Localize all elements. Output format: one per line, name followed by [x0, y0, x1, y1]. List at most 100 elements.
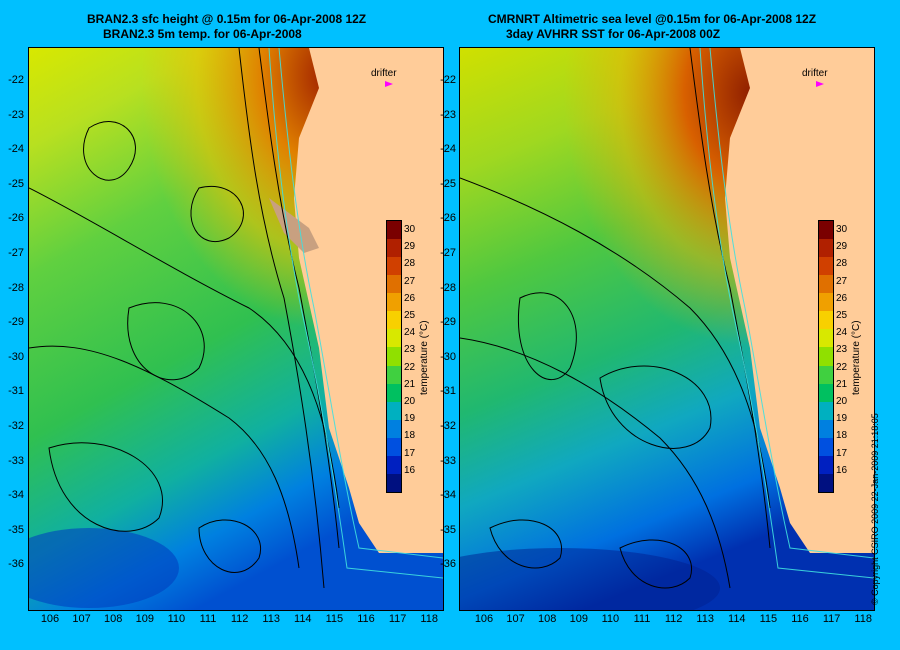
x-tick-label: 110 — [601, 613, 620, 625]
left-colorbar-label: temperature (°C) — [419, 320, 430, 395]
y-tick-label: -25 — [440, 177, 456, 190]
colorbar-tick-label: 29 — [836, 241, 848, 253]
x-tick-label: 109 — [135, 613, 154, 625]
colorbar-segment — [387, 329, 401, 348]
colorbar-segment — [819, 311, 833, 330]
colorbar-segment — [819, 437, 833, 456]
y-tick-label: -24 — [8, 143, 24, 156]
y-tick-label: -35 — [8, 523, 24, 536]
right-map-panel: drifter — [459, 47, 875, 611]
colorbar-tick-label: 16 — [836, 464, 848, 476]
x-tick-label: 106 — [474, 613, 494, 625]
x-tick-label: 118 — [854, 613, 872, 625]
y-tick-label: -36 — [8, 558, 24, 571]
colorbar-segment — [819, 257, 833, 276]
x-tick-label: 108 — [538, 613, 557, 625]
colorbar-tick-label: 26 — [404, 292, 416, 304]
y-tick-label: -33 — [440, 454, 456, 467]
colorbar-segment — [819, 401, 833, 420]
colorbar-segment — [819, 419, 833, 438]
left-title-line2: BRAN2.3 5m temp. for 06-Apr-2008 — [103, 27, 302, 41]
left-title-line1: BRAN2.3 sfc height @ 0.15m for 06-Apr-20… — [87, 12, 367, 26]
colorbar-segment — [387, 383, 401, 402]
y-tick-label: -33 — [8, 454, 24, 467]
y-tick-label: -26 — [440, 212, 456, 225]
colorbar-tick-label: 18 — [836, 430, 848, 442]
left-map-svg — [29, 48, 443, 610]
colorbar-tick-label: 19 — [836, 413, 848, 425]
y-tick-label: -22 — [440, 74, 456, 86]
colorbar-tick-label: 25 — [836, 310, 848, 321]
left-map-panel: drifter — [28, 47, 444, 611]
y-tick-label: -31 — [8, 385, 24, 398]
colorbar-segment — [387, 275, 401, 294]
y-tick-label: -28 — [8, 281, 24, 294]
colorbar-segment — [819, 455, 833, 474]
y-tick-label: -25 — [8, 177, 24, 190]
colorbar-segment — [387, 455, 401, 474]
x-tick-label: 117 — [388, 613, 407, 625]
x-tick-label: 112 — [664, 613, 683, 625]
x-tick-label: 114 — [294, 613, 312, 625]
x-tick-label: 114 — [728, 613, 746, 625]
y-tick-label: -35 — [440, 523, 456, 536]
right-map-svg — [460, 48, 874, 610]
colorbar-segment — [387, 221, 401, 240]
y-tick-label: -32 — [8, 420, 24, 432]
x-tick-label: 109 — [569, 613, 588, 625]
y-tick-label: -31 — [440, 385, 456, 398]
left-colorbar — [386, 220, 402, 493]
right-title-line2: 3day AVHRR SST for 06-Apr-2008 00Z — [506, 27, 721, 41]
colorbar-tick-label: 22 — [836, 361, 848, 373]
left-drifter-label: drifter — [371, 68, 397, 79]
y-tick-label: -29 — [440, 316, 456, 329]
colorbar-tick-label: 21 — [404, 378, 416, 390]
y-tick-label: -30 — [440, 350, 456, 363]
colorbar-tick-label: 26 — [836, 292, 848, 304]
colorbar-tick-label: 22 — [404, 361, 416, 373]
y-tick-label: -34 — [8, 489, 24, 502]
colorbar-tick-label: 20 — [836, 396, 848, 407]
colorbar-tick-label: 17 — [836, 447, 848, 459]
colorbar-tick-label: 29 — [404, 241, 416, 253]
colorbar-segment — [387, 419, 401, 438]
colorbar-tick-label: 27 — [404, 275, 416, 287]
x-tick-label: 113 — [262, 613, 280, 625]
x-tick-label: 115 — [325, 613, 344, 625]
colorbar-segment — [819, 293, 833, 312]
colorbar-tick-label: 24 — [404, 327, 416, 339]
colorbar-segment — [819, 365, 833, 384]
colorbar-segment — [819, 383, 833, 402]
colorbar-segment — [819, 347, 833, 366]
colorbar-tick-label: 24 — [836, 327, 848, 339]
colorbar-tick-label: 23 — [836, 344, 848, 356]
y-tick-label: -29 — [8, 316, 24, 329]
colorbar-tick-label: 30 — [404, 224, 416, 235]
x-tick-label: 118 — [420, 613, 438, 625]
colorbar-segment — [387, 401, 401, 420]
x-tick-label: 106 — [40, 613, 60, 625]
x-tick-label: 111 — [633, 613, 651, 625]
x-tick-label: 110 — [167, 613, 186, 625]
y-tick-label: -27 — [8, 247, 24, 259]
colorbar-tick-label: 28 — [836, 258, 848, 270]
right-colorbar-label: temperature (°C) — [851, 320, 862, 395]
colorbar-tick-label: 21 — [836, 378, 848, 390]
y-tick-label: -34 — [440, 489, 456, 502]
colorbar-segment — [819, 221, 833, 240]
colorbar-tick-label: 20 — [404, 396, 416, 407]
y-tick-label: -23 — [8, 108, 24, 121]
y-tick-label: -36 — [440, 558, 456, 571]
colorbar-tick-label: 28 — [404, 258, 416, 270]
y-tick-label: -30 — [8, 350, 24, 363]
right-title-line1: CMRNRT Altimetric sea level @0.15m for 0… — [488, 12, 817, 26]
x-tick-label: 107 — [506, 613, 525, 625]
x-tick-label: 112 — [230, 613, 249, 625]
colorbar-segment — [387, 239, 401, 258]
colorbar-tick-label: 25 — [404, 310, 416, 321]
colorbar-tick-label: 17 — [404, 447, 416, 459]
colorbar-tick-label: 27 — [836, 275, 848, 287]
colorbar-segment — [387, 311, 401, 330]
colorbar-segment — [387, 365, 401, 384]
x-tick-label: 115 — [759, 613, 778, 625]
